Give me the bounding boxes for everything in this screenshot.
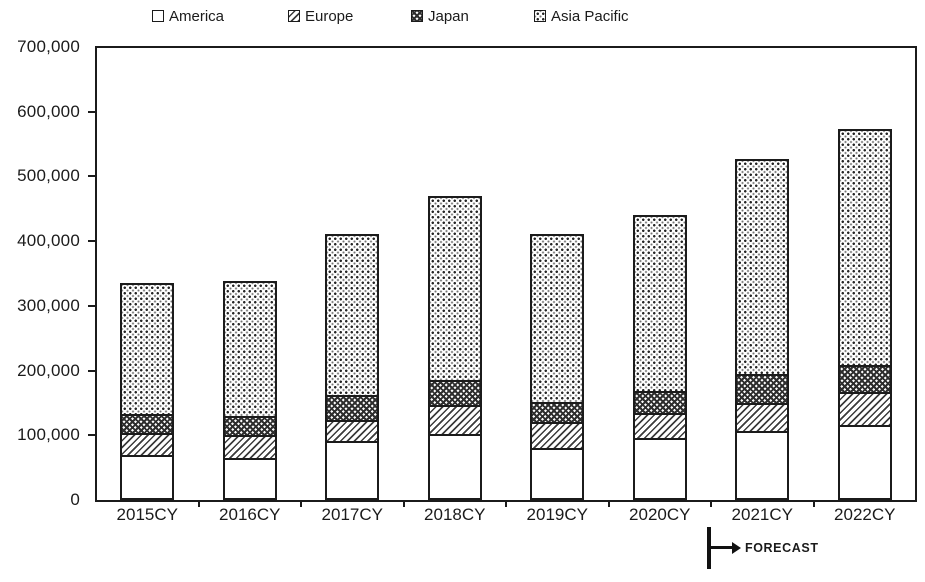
x-axis-tick [505, 500, 507, 507]
x-axis-tick [402, 500, 405, 507]
legend-label: America [169, 7, 225, 25]
legend-label: Asia Pacific [551, 7, 629, 25]
legend-item-america: America [152, 6, 224, 26]
x-axis-category-label: 2017CY [321, 505, 383, 524]
x-axis-tick [812, 500, 815, 507]
x-axis-category-label: 2015CY [116, 505, 178, 524]
y-axis-tick-label: 400,000 [17, 231, 80, 251]
bar-segment-plain [427, 433, 482, 500]
legend-item-europe: Europe [288, 6, 353, 26]
bar-segment-diamond-crosshatch [530, 401, 585, 423]
bar-segment-plain [325, 441, 380, 500]
y-axis-tick-label: 700,000 [17, 37, 80, 56]
bar-segment-diagonal-hatch [427, 404, 482, 434]
y-axis-tick-label: 100,000 [17, 425, 80, 445]
bar-segment-dots [120, 282, 175, 414]
y-axis-tick [88, 175, 96, 178]
y-axis-tick [88, 304, 96, 307]
y-axis-tick [88, 240, 96, 243]
bar-segment-diagonal-hatch [530, 422, 585, 449]
bar-segment-plain [120, 454, 175, 500]
bar-segment-dots [837, 129, 892, 365]
bar-segment-diamond-crosshatch [735, 374, 790, 403]
legend: America Europe Japan Asia Pacific [0, 6, 925, 28]
bar-segment-dots [427, 195, 482, 380]
bar-segment-diagonal-hatch [632, 413, 687, 438]
legend-label: Japan [428, 7, 469, 25]
x-axis-category-label: 2021CY [731, 505, 793, 524]
x-axis-category-label: 2022CY [834, 505, 896, 524]
legend-item-asia-pacific: Asia Pacific [534, 6, 629, 26]
y-axis-tick-label: 500,000 [17, 166, 80, 186]
legend-swatch-asia-pacific [534, 10, 546, 22]
bar-segment-diamond-crosshatch [120, 413, 175, 434]
x-axis-tick [710, 500, 712, 507]
forecast-arrow-shaft [711, 546, 732, 549]
x-axis-category-label: 2018CY [424, 505, 486, 524]
bar-segment-diamond-crosshatch [427, 379, 482, 405]
forecast-divider-line [707, 527, 711, 569]
legend-swatch-japan [411, 10, 423, 22]
bar-segment-plain [735, 431, 790, 500]
bar-segment-diagonal-hatch [735, 402, 790, 432]
bar-segment-diagonal-hatch [222, 435, 277, 458]
legend-swatch-america [152, 10, 164, 22]
legend-label: Europe [305, 7, 354, 25]
legend-swatch-europe [288, 10, 300, 22]
plot-area [95, 46, 917, 502]
bar-segment-plain [530, 448, 585, 500]
bar-segment-diamond-crosshatch [325, 394, 380, 420]
bar-segment-dots [325, 234, 380, 395]
bar-segment-dots [530, 234, 585, 402]
bar-segment-dots [735, 158, 790, 375]
y-axis-tick [88, 369, 96, 372]
bar-segment-diamond-crosshatch [837, 364, 892, 392]
y-axis-tick-label: 300,000 [17, 295, 80, 315]
bar-segment-dots [222, 281, 277, 416]
bar-segment-diagonal-hatch [325, 419, 380, 442]
bar-segment-plain [222, 457, 277, 500]
y-axis-tick-label: 600,000 [17, 101, 80, 121]
bar-segment-diagonal-hatch [837, 391, 892, 425]
x-axis-tick [197, 500, 200, 507]
forecast-label: FORECAST [745, 541, 819, 555]
bar-segment-diagonal-hatch [120, 433, 175, 455]
y-axis-tick-label: 0 [70, 490, 80, 509]
x-axis-category-label: 2019CY [526, 505, 588, 524]
y-axis-tick [88, 110, 96, 113]
bar-segment-plain [632, 437, 687, 500]
bar-segment-plain [837, 424, 892, 500]
x-axis-category-label: 2016CY [219, 505, 281, 524]
bar-segment-dots [632, 214, 687, 392]
bar-segment-diamond-crosshatch [222, 415, 277, 436]
x-axis-tick [300, 500, 302, 507]
bar-segment-diamond-crosshatch [632, 391, 687, 414]
forecast-arrow-icon [732, 541, 741, 554]
y-axis-tick-label: 200,000 [17, 360, 80, 380]
x-axis-category-label: 2020CY [629, 505, 691, 524]
x-axis-tick [607, 500, 610, 507]
legend-item-japan: Japan [411, 6, 469, 26]
y-axis-tick [88, 434, 96, 437]
